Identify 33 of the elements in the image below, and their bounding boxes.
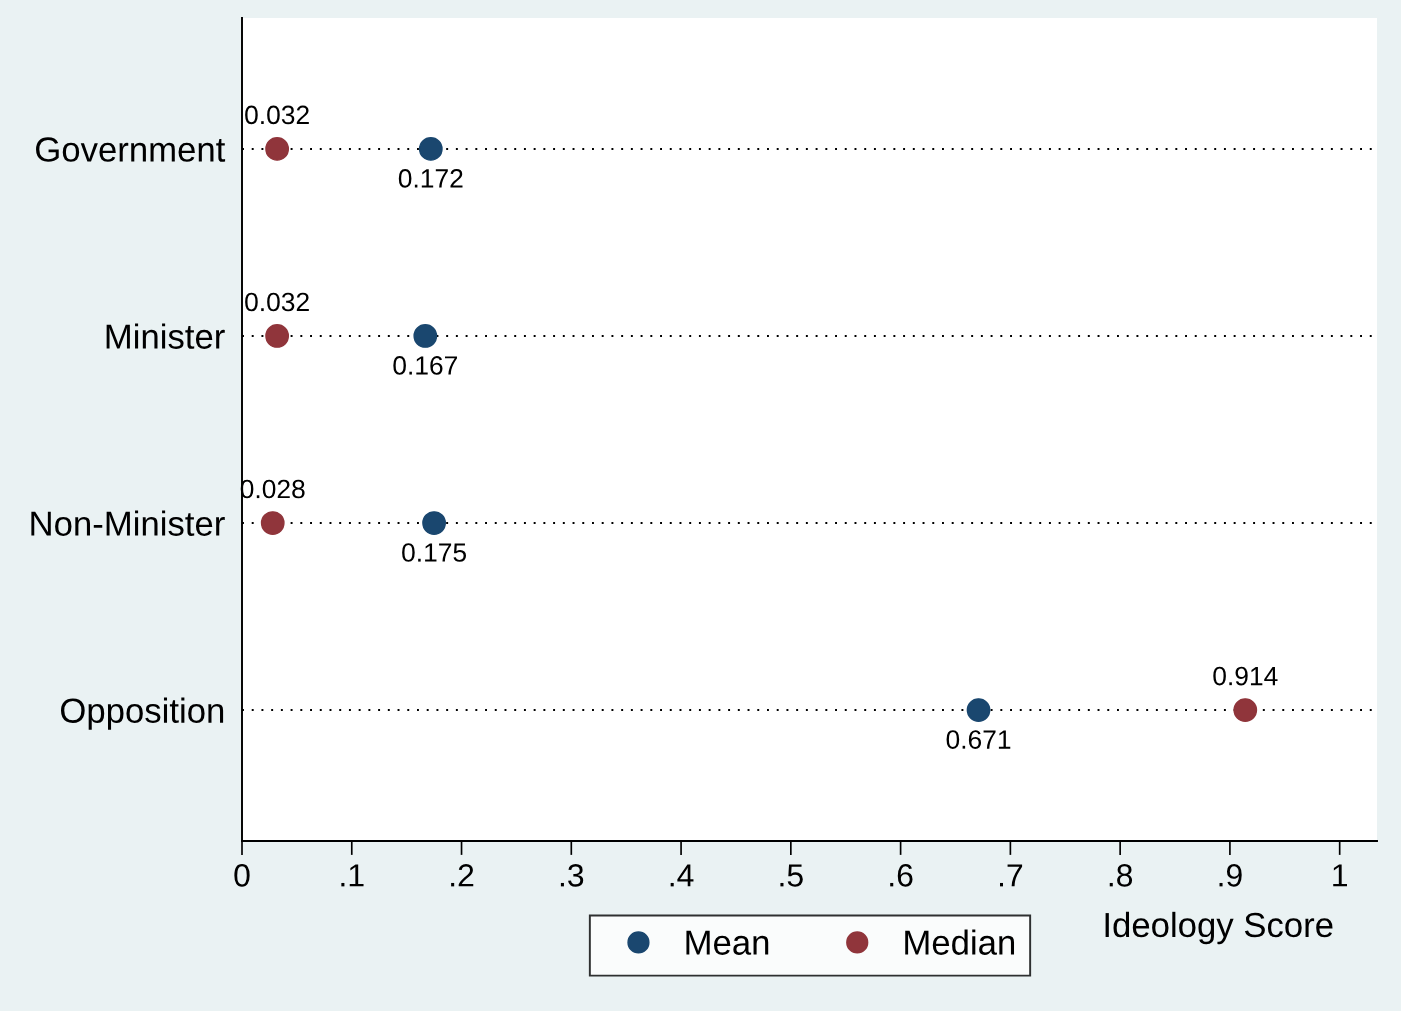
x-tick-label: .7 — [999, 864, 1023, 887]
point — [418, 137, 443, 161]
x-tick-label: .5 — [780, 864, 803, 887]
data-label: 0.914 — [1213, 666, 1278, 686]
point — [265, 137, 290, 161]
point — [966, 698, 991, 722]
data-label: 0.172 — [398, 169, 463, 188]
x-tick-label: .3 — [560, 864, 584, 887]
data-label: 0.167 — [393, 356, 458, 375]
x-tick-label: 1 — [1333, 864, 1347, 887]
y-tick-label: Minister — [106, 323, 225, 349]
legend-label: Mean — [686, 930, 769, 955]
y-tick-label: Opposition — [60, 697, 224, 730]
x-axis-title: Ideology Score — [1105, 911, 1333, 945]
x-tick-label: .8 — [1109, 864, 1133, 887]
data-label: 0.671 — [946, 730, 1011, 749]
point — [260, 511, 285, 535]
point — [413, 324, 438, 348]
x-tick-label: .1 — [341, 864, 364, 887]
legend-label: Median — [905, 929, 1015, 955]
x-tick-label: .6 — [890, 864, 913, 887]
y-tick-label: Government — [36, 137, 226, 162]
point — [422, 511, 446, 535]
x-tick-label: .4 — [670, 864, 694, 887]
x-tick-label: .9 — [1219, 864, 1242, 887]
x-tick-label: 0 — [234, 864, 250, 887]
y-tick-label: Non-Minister — [31, 510, 225, 536]
point — [1233, 698, 1258, 722]
data-label: 0.175 — [402, 543, 467, 562]
point — [265, 324, 290, 348]
data-label: 0.032 — [245, 292, 309, 312]
data-label: 0.032 — [245, 105, 309, 125]
x-tick-label: .2 — [451, 864, 474, 887]
